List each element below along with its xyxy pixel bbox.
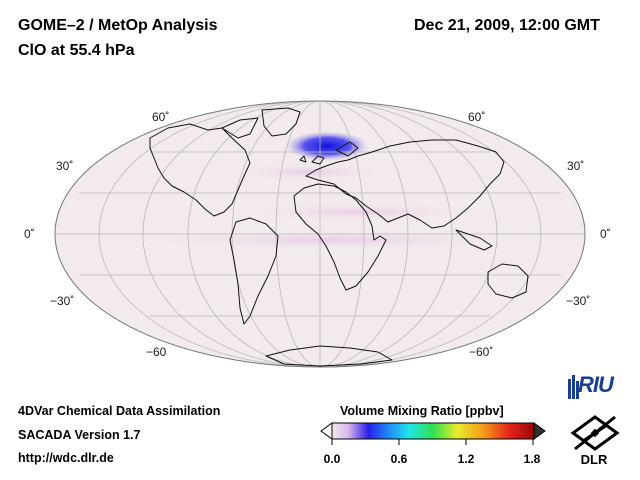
footer-method: 4DVar Chemical Data Assimilation — [18, 404, 221, 418]
species-label: ClO at 55.4 hPa — [18, 42, 135, 59]
colorbar-high-arrow — [533, 422, 546, 440]
colorbar-tick-1: 0.6 — [390, 452, 408, 466]
dlr-logo-icon — [570, 415, 620, 451]
footer-url[interactable]: http://wdc.dlr.de — [18, 451, 114, 465]
tropical-band — [130, 230, 530, 250]
coastlines — [149, 107, 557, 367]
lat-label-30n-left: 30˚ — [56, 159, 74, 173]
colorbar-title: Volume Mixing Ratio [ppbv] — [340, 404, 504, 418]
lat-label-60n-right: 60˚ — [468, 110, 486, 124]
riu-logo-icon — [568, 375, 579, 399]
footer-version: SACADA Version 1.7 — [18, 428, 141, 442]
lat-label-30s-left: −30˚ — [50, 294, 75, 308]
colorbar — [320, 422, 546, 445]
globe-outline — [54, 100, 586, 368]
colorbar-low-arrow — [320, 422, 333, 440]
graticule — [55, 101, 585, 367]
north-atlantic-band — [230, 163, 390, 181]
colorbar-ramp — [331, 422, 535, 440]
polar-clo-anomaly — [285, 131, 369, 161]
lat-label-30s-right: −30˚ — [566, 294, 591, 308]
mollweide-map — [54, 100, 586, 368]
datetime-label: Dec 21, 2009, 12:00 GMT — [414, 17, 600, 34]
colorbar-tick-0: 0.0 — [323, 452, 341, 466]
riu-logo: RIU — [578, 372, 614, 397]
lat-label-30n-right: 30˚ — [567, 159, 585, 173]
dlr-logo: DLR — [580, 452, 608, 467]
colorbar-tick-2: 1.2 — [457, 452, 475, 466]
lat-label-60s-right: −60˚ — [469, 345, 494, 359]
lat-label-0-right: 0˚ — [600, 227, 611, 241]
lat-label-60s-left: −60 — [146, 345, 167, 359]
colorbar-tick-3: 1.8 — [523, 452, 541, 466]
map-title: GOME–2 / MetOp Analysis — [18, 17, 218, 34]
lat-label-0-left: 0˚ — [24, 227, 35, 241]
lat-label-60n-left: 60˚ — [152, 110, 170, 124]
